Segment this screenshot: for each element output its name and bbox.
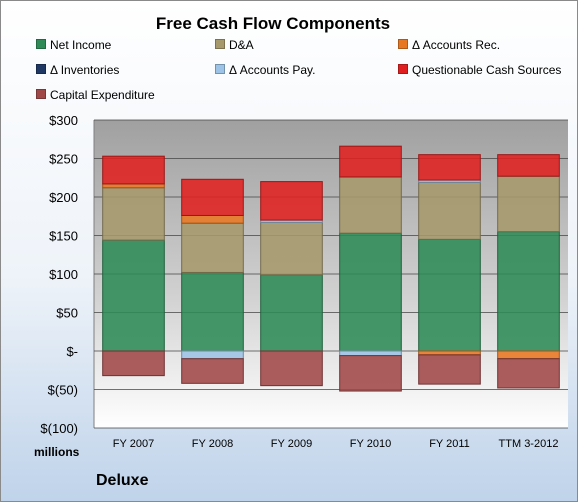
legend-swatch (215, 39, 225, 49)
x-tick-label: FY 2009 (271, 438, 312, 450)
bar-segment (497, 358, 560, 389)
y-tick-label: $150 (49, 229, 78, 244)
legend-swatch (36, 39, 46, 49)
legend-item: Δ Accounts Pay. (215, 63, 316, 77)
legend-item: Capital Expenditure (36, 88, 155, 102)
bar-segment (497, 231, 560, 352)
bar-segment (102, 155, 165, 185)
x-tick-label: FY 2011 (429, 438, 470, 450)
legend-label: Δ Accounts Rec. (412, 38, 501, 52)
y-tick-label: $250 (49, 152, 78, 167)
bar-segment (102, 183, 165, 189)
x-tick-label: FY 2007 (113, 438, 154, 450)
bar-segment (181, 214, 244, 224)
y-tick-label: $50 (56, 306, 78, 321)
legend-swatch (398, 39, 408, 49)
x-tick-label: FY 2010 (350, 438, 391, 450)
bar-segment (260, 181, 323, 221)
legend-item: Δ Accounts Rec. (398, 38, 500, 52)
chart-legend: Net Income D&A Δ Accounts Rec. Δ Inventorie… (0, 0, 578, 110)
bar-segment (181, 222, 244, 273)
bar-segment (339, 350, 402, 357)
bar-segment (260, 350, 323, 387)
x-tick-label: TTM 3-2012 (499, 438, 559, 450)
bar-segment (418, 181, 481, 240)
legend-item: Δ Inventories (36, 63, 119, 77)
x-tick-label: FY 2008 (192, 438, 233, 450)
legend-item: Questionable Cash Sources (398, 63, 561, 77)
y-tick-label: $- (66, 344, 78, 359)
legend-item: Net Income (36, 38, 111, 52)
legend-label: Δ Inventories (50, 63, 120, 77)
y-tick-label: $200 (49, 190, 78, 205)
bar-segment (339, 232, 402, 352)
y-tick-label: $(50) (48, 383, 78, 398)
bar-segment (418, 350, 481, 356)
legend-swatch (215, 64, 225, 74)
bar-segment (181, 271, 244, 352)
y-tick-label: $100 (49, 267, 78, 282)
legend-swatch (398, 64, 408, 74)
bar-segment (181, 178, 244, 216)
bar-segment (102, 187, 165, 241)
legend-label: Δ Accounts Pay. (229, 63, 316, 77)
legend-label: Questionable Cash Sources (412, 63, 562, 77)
company-name: Deluxe (96, 472, 149, 489)
bar-segment (181, 358, 244, 384)
legend-label: Net Income (50, 38, 112, 52)
bar-segment (339, 145, 402, 178)
bar-segment (339, 355, 402, 392)
bar-segment (418, 154, 481, 181)
legend-label: D&A (229, 38, 254, 52)
bar-segment (418, 238, 481, 352)
y-axis-unit-label: millions (34, 445, 80, 459)
y-tick-label: $300 (49, 113, 78, 128)
bar-segment (497, 350, 560, 360)
legend-swatch (36, 64, 46, 74)
bar-segment (102, 239, 165, 352)
legend-item: D&A (215, 38, 254, 52)
bar-segment (260, 221, 323, 276)
legend-swatch (36, 89, 46, 99)
bar-segment (260, 274, 323, 352)
legend-label: Capital Expenditure (50, 88, 155, 102)
chart-title: Free Cash Flow Components (155, 14, 391, 33)
bar-segment (497, 175, 560, 233)
bar-segment (418, 354, 481, 385)
bar-segment (181, 350, 244, 360)
y-tick-label: $(100) (40, 421, 78, 436)
bar-segment (339, 176, 402, 234)
bar-segment (102, 350, 165, 377)
bar-segment (497, 154, 560, 177)
